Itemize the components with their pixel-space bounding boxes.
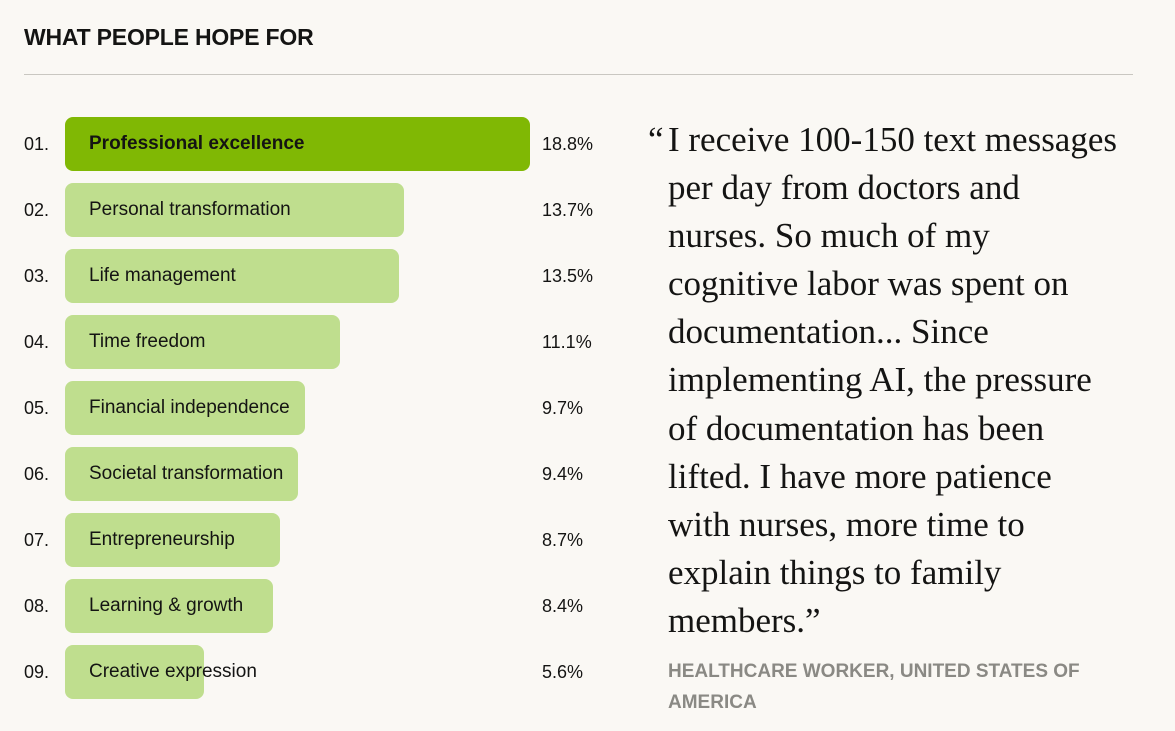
rank-label: 08. <box>24 596 50 616</box>
quote-line: documentation... Since <box>668 312 989 352</box>
bar <box>65 183 404 237</box>
value-label: 8.7% <box>542 530 584 550</box>
quote-line: implementing AI, the pressure <box>668 360 1092 400</box>
rank-label: 06. <box>24 464 50 484</box>
quote-line: I receive 100-150 text messages <box>668 120 1118 159</box>
value-label: 13.7% <box>542 200 594 220</box>
bar <box>65 249 399 303</box>
quote-line: with nurses, more time to <box>668 504 1025 544</box>
category-label: Learning & growth <box>89 595 244 616</box>
bar <box>65 447 298 501</box>
category-label: Financial independence <box>89 397 290 418</box>
chart-row: 05. Financial independence 9.7% <box>0 381 620 435</box>
rank-label: 03. <box>24 266 50 286</box>
open-quote-mark: “ <box>648 120 664 159</box>
quote-line: members.” <box>668 600 821 640</box>
quote-attribution: HEALTHCARE WORKER, UNITED STATES OF AMER… <box>668 661 1080 713</box>
rank-label: 07. <box>24 530 50 550</box>
quote-line: of documentation has been <box>668 408 1045 448</box>
value-label: 5.6% <box>542 662 584 682</box>
bar <box>65 645 204 699</box>
section-title: WHAT PEOPLE HOPE FOR <box>24 24 314 50</box>
category-label: Entrepreneurship <box>89 529 235 550</box>
bar <box>65 579 273 633</box>
value-label: 18.8% <box>542 134 594 154</box>
quote-line: explain things to family <box>668 552 1002 592</box>
category-label: Professional excellence <box>89 133 305 154</box>
divider <box>24 74 1133 75</box>
rank-label: 02. <box>24 200 50 220</box>
bar <box>65 513 281 567</box>
category-label: Societal transformation <box>89 463 284 484</box>
quote-line: lifted. I have more patience <box>668 456 1052 496</box>
value-label: 9.7% <box>542 398 584 418</box>
chart-row: 03. Life management 13.5% <box>0 249 620 303</box>
chart-row: 07. Entrepreneurship 8.7% <box>0 513 620 567</box>
bar <box>65 117 530 171</box>
chart-row: 01. Professional excellence 18.8% <box>0 117 620 171</box>
category-label: Personal transformation <box>89 199 291 220</box>
category-label: Time freedom <box>89 331 206 352</box>
chart-row: 08. Learning & growth 8.4% <box>0 579 620 633</box>
chart-row: 04. Time freedom 11.1% <box>0 315 620 369</box>
rank-label: 01. <box>24 134 50 154</box>
bar <box>65 315 340 369</box>
quote: “ I receive 100-150 text messages per day… <box>648 116 1118 645</box>
bar <box>65 381 305 435</box>
chart-row: 02. Personal transformation 13.7% <box>0 183 620 237</box>
value-label: 9.4% <box>542 464 584 484</box>
rank-label: 09. <box>24 662 50 682</box>
chart-row: 06. Societal transformation 9.4% <box>0 447 620 501</box>
rank-label: 05. <box>24 398 50 418</box>
chart-row: 09. Creative expression 5.6% <box>0 645 620 699</box>
quote-line: nurses. So much of my <box>668 216 990 256</box>
value-label: 13.5% <box>542 266 594 286</box>
quote-line: per day from doctors and <box>668 168 1020 208</box>
value-label: 11.1% <box>542 332 592 352</box>
category-label: Life management <box>89 265 236 286</box>
quote-line: cognitive labor was spent on <box>668 264 1069 304</box>
rank-label: 04. <box>24 332 50 352</box>
category-label: Creative expression <box>89 661 257 682</box>
value-label: 8.4% <box>542 596 584 616</box>
